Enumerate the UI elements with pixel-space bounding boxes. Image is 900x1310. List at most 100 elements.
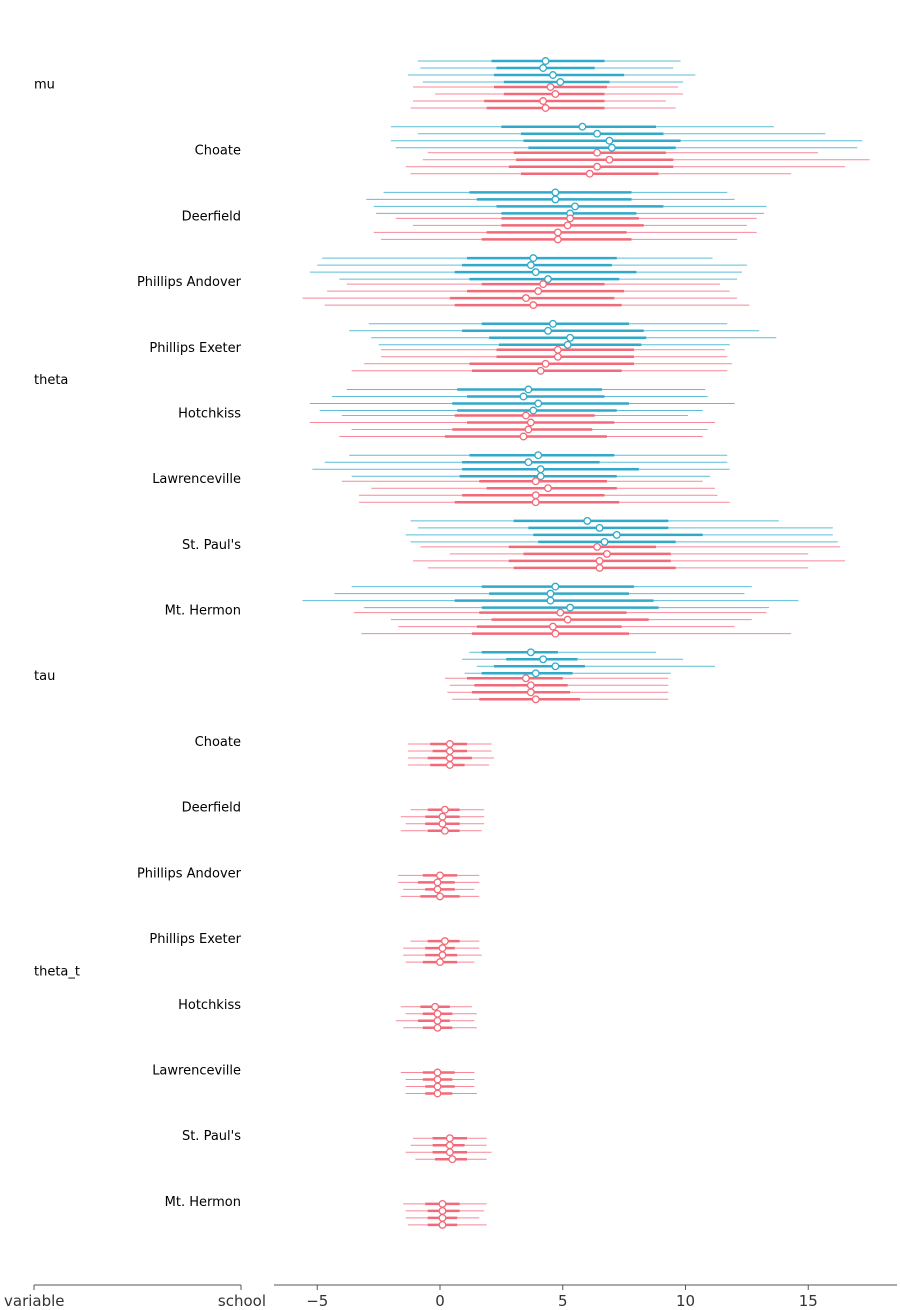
median-point <box>578 122 587 131</box>
median-point <box>445 754 454 762</box>
school-label: Mt. Hermon <box>165 1195 241 1210</box>
median-point <box>583 516 592 525</box>
median-point <box>536 465 545 474</box>
median-point <box>519 392 528 401</box>
chart-marks <box>302 57 870 1229</box>
school-label: Hotchkiss <box>178 407 241 422</box>
median-point <box>431 1002 440 1011</box>
median-point <box>519 432 528 441</box>
median-point <box>438 819 447 828</box>
median-point <box>521 674 530 683</box>
school-label: Choate <box>195 735 241 750</box>
median-point <box>607 143 616 152</box>
median-point <box>526 261 535 270</box>
variable-label: theta <box>34 373 68 388</box>
school-label: Hotchkiss <box>178 998 241 1013</box>
median-point <box>534 287 543 296</box>
median-point <box>546 596 555 605</box>
median-point <box>531 498 540 507</box>
school-label: Deerfield <box>182 209 241 224</box>
median-point <box>585 169 594 178</box>
x-axis-ticks: −5 0 5 10 15 <box>306 1285 818 1310</box>
x-tick-label: 0 <box>435 1292 445 1310</box>
median-point <box>551 188 560 197</box>
median-point <box>553 345 562 354</box>
variable-label: tau <box>34 669 55 684</box>
median-point <box>438 1199 447 1208</box>
median-point <box>438 944 447 953</box>
median-point <box>536 366 545 375</box>
median-point <box>433 1068 442 1077</box>
median-point <box>541 359 550 368</box>
school-label: Phillips Andover <box>137 275 242 290</box>
x-tick-label: 15 <box>799 1292 818 1310</box>
median-point <box>566 333 575 342</box>
median-point <box>529 254 538 263</box>
median-point <box>445 1148 454 1157</box>
median-point <box>566 603 575 612</box>
median-point <box>541 57 550 65</box>
median-point <box>551 582 560 591</box>
median-point <box>566 214 575 223</box>
median-point <box>521 294 530 303</box>
median-point <box>436 958 444 967</box>
median-point <box>440 937 449 946</box>
median-point <box>553 352 562 361</box>
median-point <box>529 406 538 415</box>
median-point <box>526 688 535 697</box>
median-point <box>551 662 560 671</box>
median-point <box>531 695 540 704</box>
median-point <box>539 64 548 72</box>
median-point <box>551 629 560 638</box>
median-point <box>544 484 552 493</box>
median-point <box>548 622 557 631</box>
median-point <box>433 1089 442 1098</box>
school-label: Mt. Hermon <box>165 604 241 619</box>
school-label: Deerfield <box>182 801 241 816</box>
median-point <box>531 268 540 277</box>
median-point <box>524 385 533 394</box>
median-point <box>563 340 572 349</box>
median-point <box>536 472 545 481</box>
median-point <box>524 458 533 467</box>
median-point <box>433 1009 442 1018</box>
median-point <box>448 1155 457 1164</box>
median-point <box>551 90 560 98</box>
median-point <box>595 523 604 532</box>
school-label: St. Paul's <box>182 538 241 553</box>
median-point <box>438 1213 447 1222</box>
median-point <box>539 280 548 289</box>
median-point <box>433 1016 442 1025</box>
median-point <box>445 1134 454 1143</box>
median-point <box>438 812 447 821</box>
median-point <box>531 669 540 678</box>
median-point <box>563 615 572 624</box>
median-point <box>526 648 535 657</box>
median-point <box>433 1082 442 1091</box>
median-point <box>531 477 540 486</box>
median-point <box>433 878 442 887</box>
median-point <box>548 71 557 79</box>
school-label: Phillips Andover <box>137 866 242 881</box>
median-point <box>521 411 530 420</box>
median-point <box>440 826 449 835</box>
median-point <box>445 747 454 755</box>
median-point <box>612 530 621 539</box>
median-point <box>445 761 454 769</box>
median-point <box>438 951 447 960</box>
median-point <box>556 608 565 617</box>
median-point <box>445 740 454 748</box>
school-label: Phillips Exeter <box>149 932 241 947</box>
median-point <box>595 556 604 565</box>
median-point <box>593 148 602 157</box>
median-point <box>529 301 538 310</box>
median-point <box>436 871 444 880</box>
median-point <box>541 104 550 112</box>
median-point <box>526 418 535 427</box>
median-point <box>544 326 552 335</box>
median-point <box>600 537 609 546</box>
median-point <box>605 136 614 145</box>
x-tick-label: −5 <box>306 1292 328 1310</box>
